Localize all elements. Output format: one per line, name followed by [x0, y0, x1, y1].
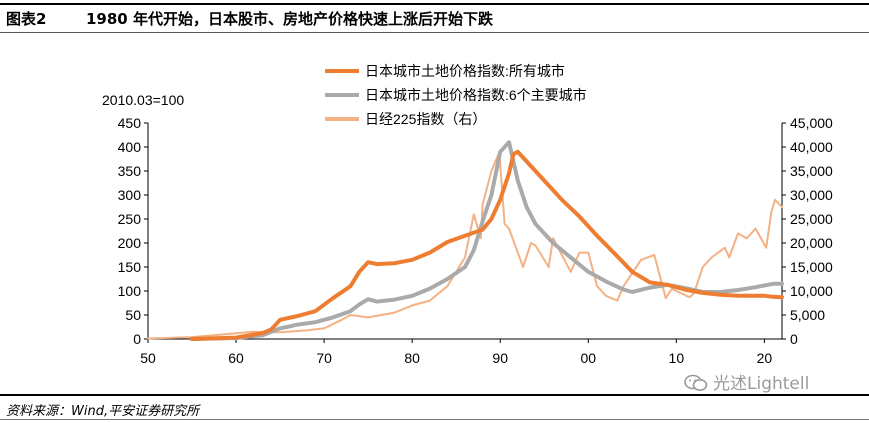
series-line-0 [190, 149, 784, 341]
wechat-icon [684, 374, 708, 391]
x-tick-label: 90 [492, 350, 508, 366]
y-left-tick-label: 300 [118, 187, 142, 203]
y-left-tick-label: 50 [125, 307, 141, 323]
y-axis-note: 2010.03=100 [102, 92, 184, 108]
figure-title: 1980 年代开始，日本股市、房地产价格快速上涨后开始下跌 [86, 10, 493, 28]
y-right-tick-label: 35,000 [790, 163, 833, 179]
legend-label-0: 日本城市土地价格指数:所有城市 [365, 63, 565, 79]
top-rule [0, 3, 869, 5]
x-tick-label: 70 [316, 350, 332, 366]
series-line-2 [147, 151, 783, 340]
series-line-1 [190, 140, 784, 341]
x-tick-label: 50 [140, 350, 156, 366]
y-left-tick-label: 100 [118, 283, 142, 299]
source-rule [0, 394, 869, 396]
y-left-tick-label: 450 [118, 115, 142, 131]
y-right-tick-label: 30,000 [790, 187, 833, 203]
y-left-tick-label: 150 [118, 259, 142, 275]
watermark: 光述Lightell [684, 369, 809, 394]
y-left-tick-label: 250 [118, 211, 142, 227]
x-tick-label: 10 [669, 350, 685, 366]
legend-label-2: 日经225指数（右） [365, 111, 486, 127]
legend-label-1: 日本城市土地价格指数:6个主要城市 [365, 87, 587, 103]
bottom-rule [0, 419, 869, 420]
watermark-text: 光述Lightell [713, 374, 810, 394]
figure-label: 图表2 [6, 10, 47, 28]
y-right-tick-label: 10,000 [790, 283, 833, 299]
source-note: 资料来源：Wind,平安证券研究所 [6, 404, 200, 419]
chart: 0 50 100 150 200 250 300 350 400 450 0 5,000 10,000 1… [102, 63, 833, 366]
y-right-tick-label: 25,000 [790, 211, 833, 227]
x-tick-label: 00 [580, 350, 596, 366]
y-right-tick-label: 5,000 [790, 307, 825, 323]
y-right-tick-label: 40,000 [790, 139, 833, 155]
chart-legend: 日本城市土地价格指数:所有城市日本城市土地价格指数:6个主要城市日经225指数（… [325, 63, 587, 127]
y-left-tick-label: 350 [118, 163, 142, 179]
figure-header: 图表2 1980 年代开始，日本股市、房地产价格快速上涨后开始下跌 [6, 8, 493, 29]
x-tick-label: 60 [228, 350, 244, 366]
y-right-tick-label: 45,000 [790, 115, 833, 131]
y-right-tick-label: 15,000 [790, 259, 833, 275]
y-left-tick-label: 200 [118, 235, 142, 251]
y-right-tick-label: 0 [790, 331, 798, 347]
y-right-tick-label: 20,000 [790, 235, 833, 251]
header-rule [0, 32, 869, 33]
chart-series [147, 140, 784, 341]
y-left-tick-label: 400 [118, 139, 142, 155]
x-tick-label: 80 [404, 350, 420, 366]
chart-axes: 0 50 100 150 200 250 300 350 400 450 0 5,000 10,000 1… [118, 115, 833, 366]
y-left-tick-label: 0 [133, 331, 141, 347]
x-tick-label: 20 [757, 350, 773, 366]
